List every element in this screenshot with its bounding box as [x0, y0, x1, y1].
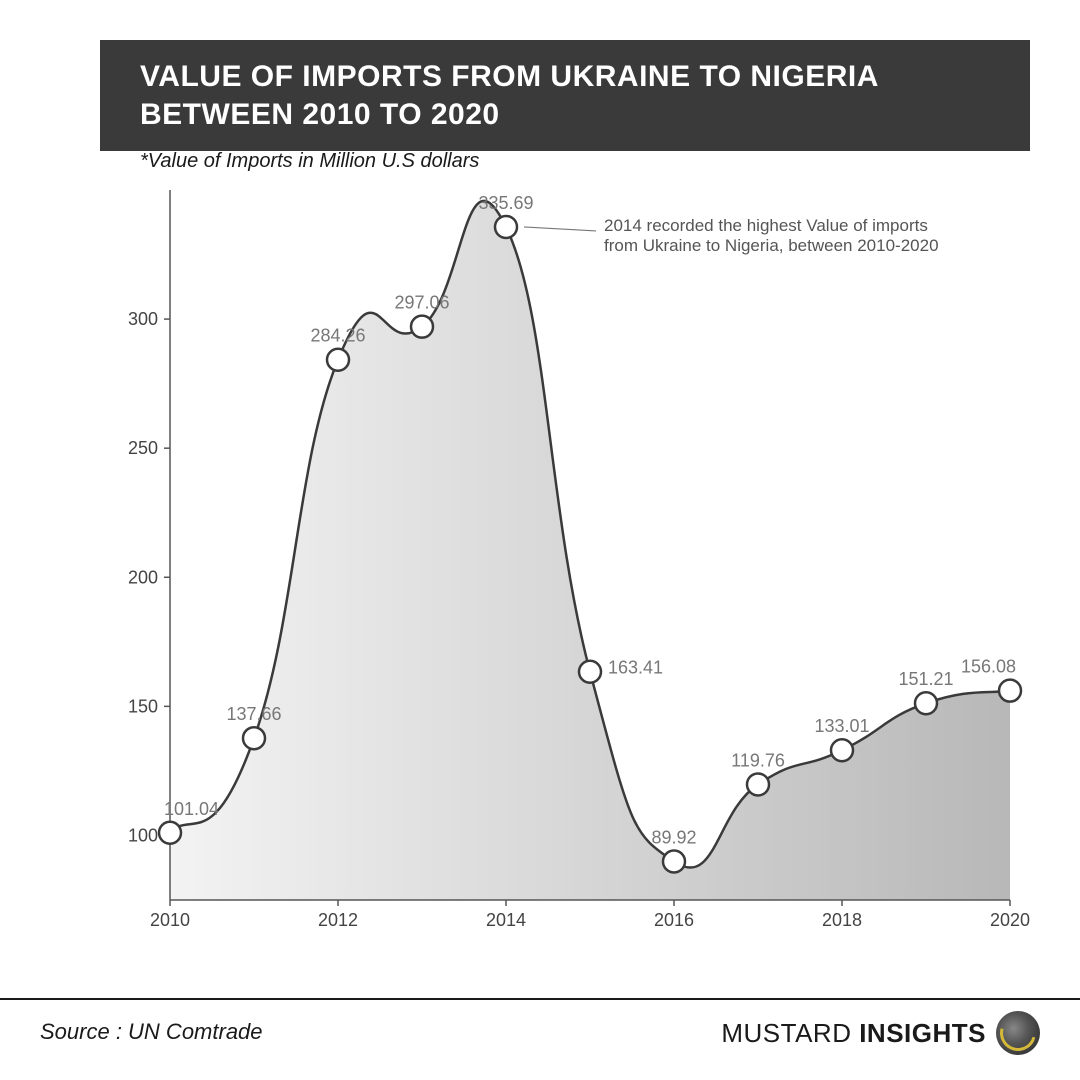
annotation-text-2: from Ukraine to Nigeria, between 2010-20… — [604, 236, 939, 255]
value-label: 137.66 — [226, 704, 281, 724]
data-marker — [915, 692, 937, 714]
annotation-leader — [524, 227, 596, 231]
value-label: 156.08 — [961, 657, 1016, 677]
chart-area: 100 150 200 250 300 2010 2012 2014 2016 2018 2020 2… — [100, 180, 1030, 950]
x-tick-label: 2018 — [822, 910, 862, 930]
title-line-1: VALUE OF IMPORTS FROM UKRAINE TO NIGERIA — [140, 60, 879, 93]
value-label: 163.41 — [608, 658, 663, 678]
data-marker — [999, 680, 1021, 702]
value-label: 119.76 — [731, 750, 785, 770]
chart-subtitle: *Value of Imports in Million U.S dollars — [140, 150, 479, 173]
x-tick-label: 2010 — [150, 910, 190, 930]
value-label: 297.06 — [394, 293, 449, 313]
value-label: 335.69 — [478, 193, 533, 213]
chart-title: VALUE OF IMPORTS FROM UKRAINE TO NIGERIA… — [140, 58, 990, 133]
value-label: 89.92 — [651, 827, 696, 847]
y-tick-label: 200 — [128, 567, 158, 587]
x-tick-label: 2016 — [654, 910, 694, 930]
x-tick-label: 2012 — [318, 910, 358, 930]
footer-divider — [0, 998, 1080, 1000]
data-marker — [831, 739, 853, 761]
data-marker — [747, 773, 769, 795]
brand-word-light: MUSTARD — [721, 1018, 851, 1048]
y-tick-label: 150 — [128, 696, 158, 716]
annotation-text-1: 2014 recorded the highest Value of impor… — [604, 216, 928, 235]
data-marker — [663, 850, 685, 872]
value-label: 101.04 — [164, 799, 219, 819]
value-label: 284.26 — [310, 326, 365, 346]
brand: MUSTARD INSIGHTS — [721, 1011, 1040, 1055]
line-area-chart: 100 150 200 250 300 2010 2012 2014 2016 2018 2020 2… — [100, 180, 1030, 950]
title-line-2: BETWEEN 2010 TO 2020 — [140, 98, 500, 131]
brand-logo-icon — [996, 1011, 1040, 1055]
value-label: 133.01 — [814, 716, 869, 736]
title-bar: VALUE OF IMPORTS FROM UKRAINE TO NIGERIA… — [100, 40, 1030, 151]
brand-word-bold: INSIGHTS — [859, 1018, 986, 1048]
y-tick-label: 100 — [128, 825, 158, 845]
x-tick-label: 2014 — [486, 910, 526, 930]
y-tick-label: 250 — [128, 438, 158, 458]
value-label: 151.21 — [898, 669, 953, 689]
data-marker — [411, 316, 433, 338]
source-label: Source : UN Comtrade — [40, 1019, 263, 1045]
brand-text: MUSTARD INSIGHTS — [721, 1018, 986, 1049]
data-marker — [495, 216, 517, 238]
y-tick-label: 300 — [128, 309, 158, 329]
data-marker — [327, 349, 349, 371]
x-tick-label: 2020 — [990, 910, 1030, 930]
data-marker — [579, 661, 601, 683]
data-marker — [159, 822, 181, 844]
data-marker — [243, 727, 265, 749]
